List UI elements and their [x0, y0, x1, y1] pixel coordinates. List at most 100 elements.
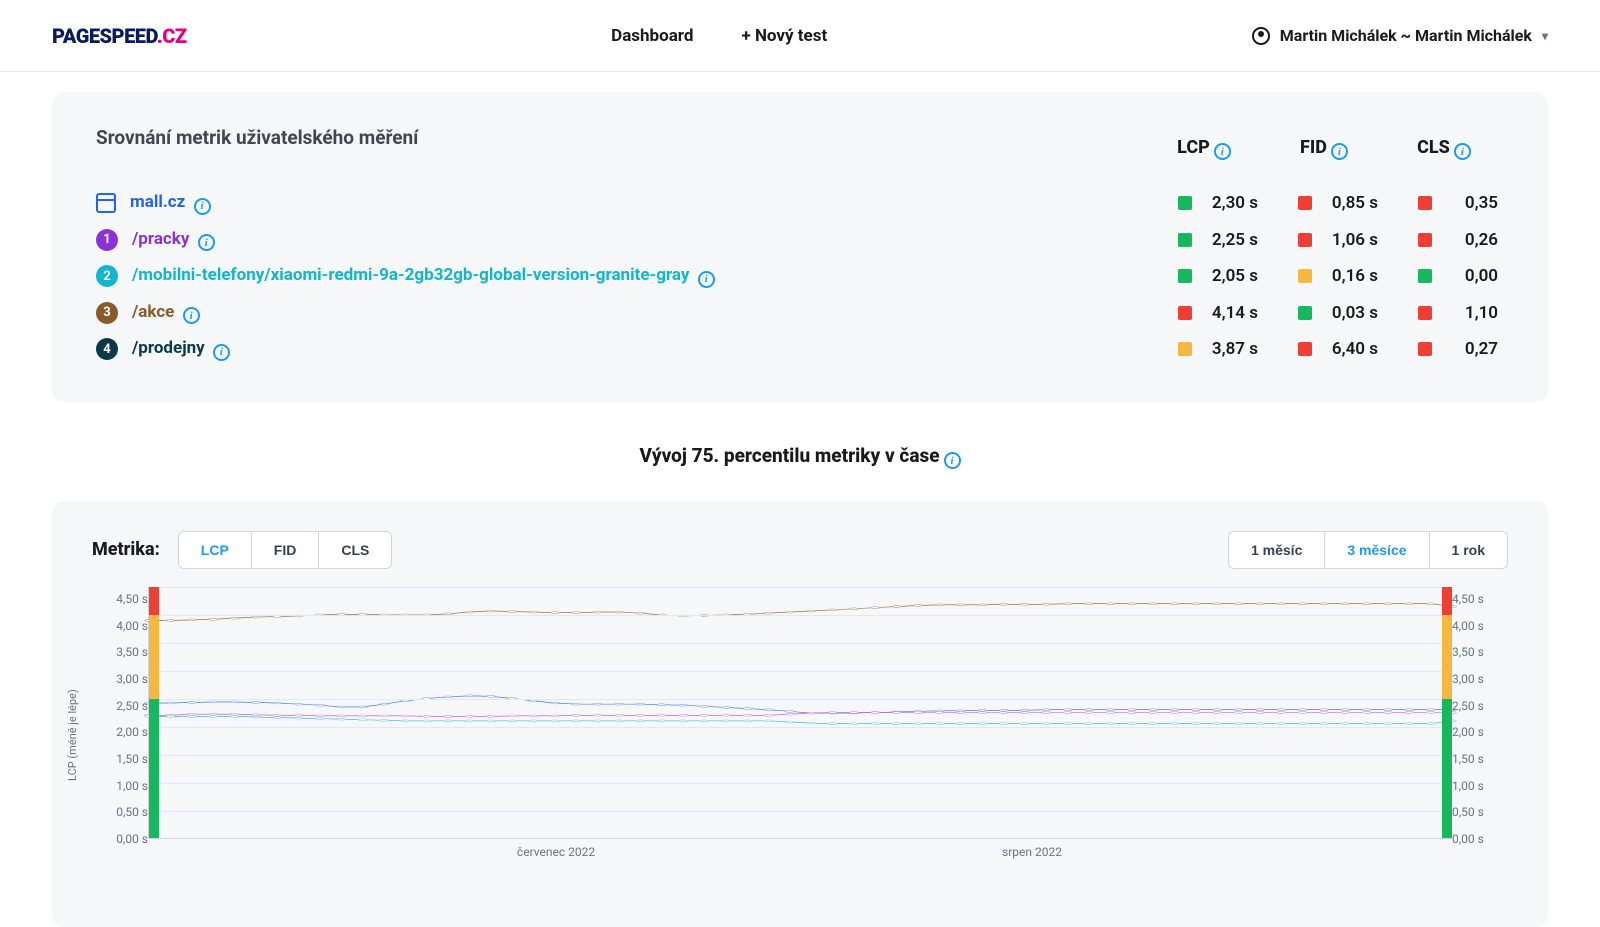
row-badge: 2 [96, 265, 118, 287]
metric-cell-fid: 1,06 s [1264, 230, 1384, 250]
chart-card: 2 Metrika: LCPFIDCLS 1 měsíc3 měsíce1 ro… [52, 501, 1548, 927]
logo[interactable]: PAGESPEED.CZ [52, 24, 187, 48]
status-indicator [1298, 233, 1312, 247]
status-indicator [1298, 269, 1312, 283]
nav: Dashboard + Nový test [187, 26, 1252, 46]
user-menu[interactable]: Martin Michálek ~ Martin Michálek ▾ [1252, 26, 1548, 45]
row-badge: 1 [96, 229, 118, 251]
nav-new-test[interactable]: + Nový test [741, 26, 827, 46]
x-axis: červenec 2022 srpen 2022 [148, 845, 1508, 867]
site-icon [96, 193, 116, 213]
metric-value: 0,16 s [1324, 266, 1378, 286]
metric-value: 3,87 s [1204, 339, 1258, 359]
chevron-down-icon: ▾ [1542, 29, 1548, 43]
metric-value: 1,06 s [1324, 230, 1378, 250]
header: PAGESPEED.CZ Dashboard + Nový test Marti… [0, 0, 1600, 72]
info-icon[interactable]: i [1454, 143, 1471, 160]
col-lcp: LCPi [1144, 137, 1264, 161]
info-icon[interactable]: i [183, 307, 200, 324]
metric-cell-lcp: 2,05 s [1144, 266, 1264, 286]
row-link[interactable]: /mobilni-telefony/xiaomi-redmi-9a-2gb32g… [132, 265, 1144, 288]
metric-row: 1/pracky i 2,25 s 1,06 s 0,26 [96, 222, 1504, 259]
metric-value: 0,27 [1444, 339, 1498, 359]
metric-cell-cls: 1,10 [1384, 303, 1504, 323]
x-axis-label: srpen 2022 [1002, 845, 1062, 859]
user-name: Martin Michálek ~ Martin Michálek [1280, 26, 1532, 45]
status-indicator [1178, 233, 1192, 247]
metric-value: 6,40 s [1324, 339, 1378, 359]
status-indicator [1298, 342, 1312, 356]
metric-cell-fid: 6,40 s [1264, 339, 1384, 359]
metric-cell-lcp: 2,30 s [1144, 193, 1264, 213]
status-indicator [1298, 306, 1312, 320]
row-link[interactable]: /akce i [132, 302, 1144, 325]
metrics-card: 1 Srovnání metrik uživatelského měření L… [52, 92, 1548, 402]
row-link[interactable]: /pracky i [132, 229, 1144, 252]
info-icon[interactable]: i [213, 344, 230, 361]
status-indicator [1418, 233, 1432, 247]
metric-value: 2,05 s [1204, 266, 1258, 286]
metric-cell-lcp: 3,87 s [1144, 339, 1264, 359]
metric-cell-fid: 0,85 s [1264, 193, 1384, 213]
info-icon[interactable]: i [1214, 143, 1231, 160]
status-indicator [1418, 269, 1432, 283]
metric-value: 0,00 [1444, 266, 1498, 286]
col-cls: CLSi [1384, 137, 1504, 161]
metric-value: 2,30 s [1204, 193, 1258, 213]
info-icon[interactable]: i [1331, 143, 1348, 160]
y-axis-label: LCP (méně je lépe) [66, 689, 79, 781]
metric-value: 0,85 s [1324, 193, 1378, 213]
metric-value: 0,03 s [1324, 303, 1378, 323]
seg-option[interactable]: FID [252, 532, 320, 568]
x-axis-label: červenec 2022 [517, 845, 595, 859]
status-indicator [1178, 342, 1192, 356]
metric-cell-cls: 0,27 [1384, 339, 1504, 359]
metrics-title: Srovnání metrik uživatelského měření [96, 126, 1144, 149]
status-indicator [1418, 196, 1432, 210]
seg-option[interactable]: LCP [179, 532, 252, 568]
metric-cell-fid: 0,16 s [1264, 266, 1384, 286]
threshold-bar [149, 587, 159, 838]
metric-value: 1,10 [1444, 303, 1498, 323]
y-axis-right: 4,50 s4,00 s3,50 s3,00 s2,50 s2,00 s1,50… [1452, 587, 1508, 839]
status-indicator [1418, 342, 1432, 356]
series-line [149, 716, 1452, 723]
section-title: Vývoj 75. percentilu metriky v časei [52, 444, 1548, 470]
nav-dashboard[interactable]: Dashboard [611, 26, 693, 46]
info-icon[interactable]: i [198, 234, 215, 251]
range-selector: 1 měsíc3 měsíce1 rok [1228, 531, 1508, 569]
seg-option[interactable]: 1 měsíc [1229, 532, 1325, 568]
seg-option[interactable]: 3 měsíce [1325, 532, 1429, 568]
metric-cell-lcp: 4,14 s [1144, 303, 1264, 323]
metric-selector: LCPFIDCLS [178, 531, 393, 569]
series-line [149, 604, 1452, 621]
y-axis-left: 4,50 s4,00 s3,50 s3,00 s2,50 s2,00 s1,50… [92, 587, 148, 839]
col-fid: FIDi [1264, 137, 1384, 161]
metric-row: 3/akce i4,14 s 0,03 s 1,10 [96, 295, 1504, 332]
threshold-bar [1442, 587, 1452, 838]
plot-area [148, 587, 1452, 839]
status-indicator [1418, 306, 1432, 320]
seg-option[interactable]: 1 rok [1430, 532, 1507, 568]
line-chart: 4,50 s4,00 s3,50 s3,00 s2,50 s2,00 s1,50… [92, 587, 1508, 839]
logo-left: PAGESPEED [52, 24, 157, 48]
status-indicator [1178, 269, 1192, 283]
metric-cell-cls: 0,35 [1384, 193, 1504, 213]
info-icon[interactable]: i [944, 452, 961, 469]
metric-cell-lcp: 2,25 s [1144, 230, 1264, 250]
info-icon[interactable]: i [194, 198, 211, 215]
metric-selector-label: Metrika: [92, 539, 160, 560]
row-badge: 3 [96, 302, 118, 324]
metric-cell-fid: 0,03 s [1264, 303, 1384, 323]
metric-value: 0,35 [1444, 193, 1498, 213]
metric-cell-cls: 0,26 [1384, 230, 1504, 250]
info-icon[interactable]: i [698, 271, 715, 288]
metric-cell-cls: 0,00 [1384, 266, 1504, 286]
seg-option[interactable]: CLS [319, 532, 391, 568]
metric-value: 2,25 s [1204, 230, 1258, 250]
metric-row: 4/prodejny i3,87 s6,40 s0,27 [96, 331, 1504, 368]
user-icon [1252, 27, 1270, 45]
row-link[interactable]: /prodejny i [132, 338, 1144, 361]
row-link[interactable]: mall.cz i [130, 192, 1144, 215]
logo-right: .CZ [157, 24, 187, 48]
